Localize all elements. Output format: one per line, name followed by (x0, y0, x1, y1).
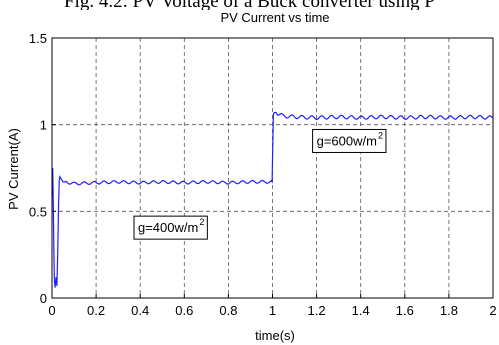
x-tick-label: 2 (489, 303, 496, 318)
y-tick-label: 1.5 (29, 31, 47, 46)
series-line-0 (51, 111, 494, 288)
data-layer (51, 111, 494, 288)
x-tick-label: 1 (269, 303, 276, 318)
x-tick-label: 0.4 (131, 303, 149, 318)
y-axis-label: PV Current(A) (6, 128, 21, 210)
tick-layer: 0 0.2 0.4 0.6 0.8 1 1.2 1.4 1.6 1.8 2 0 0.5 1 1.5 (29, 31, 497, 318)
annotation-superscript: 2 (378, 130, 383, 140)
grid (52, 38, 493, 298)
x-tick-label: 0.2 (87, 303, 105, 318)
x-tick-label: 0.8 (219, 303, 237, 318)
x-tick-label: 0.6 (175, 303, 193, 318)
annotation-text: g=400w/m (138, 220, 198, 235)
x-tick-label: 1.4 (352, 303, 370, 318)
y-tick-label: 0 (40, 291, 47, 306)
annotation-box: g=600w/m 2 (312, 128, 387, 153)
annotation-frame (312, 128, 387, 153)
annotation-text: g=600w/m (317, 133, 377, 148)
y-tick-label: 1 (40, 118, 47, 133)
annotation-layer: g=600w/m 2g=400w/m 2 (133, 128, 387, 240)
annotation-superscript: 2 (199, 217, 204, 227)
annotation-frame (133, 215, 208, 240)
annotation-box: g=400w/m 2 (133, 215, 208, 240)
y-tick-label: 0.5 (29, 204, 47, 219)
x-tick-label: 1.6 (396, 303, 414, 318)
x-tick-label: 0 (48, 303, 55, 318)
chart-title: PV Current vs time (220, 10, 329, 25)
figure-caption: Fig. 4.2: PV Voltage of a Buck converter… (0, 0, 499, 10)
x-axis-label: time(s) (255, 328, 295, 343)
x-tick-label: 1.2 (308, 303, 326, 318)
x-tick-label: 1.8 (440, 303, 458, 318)
